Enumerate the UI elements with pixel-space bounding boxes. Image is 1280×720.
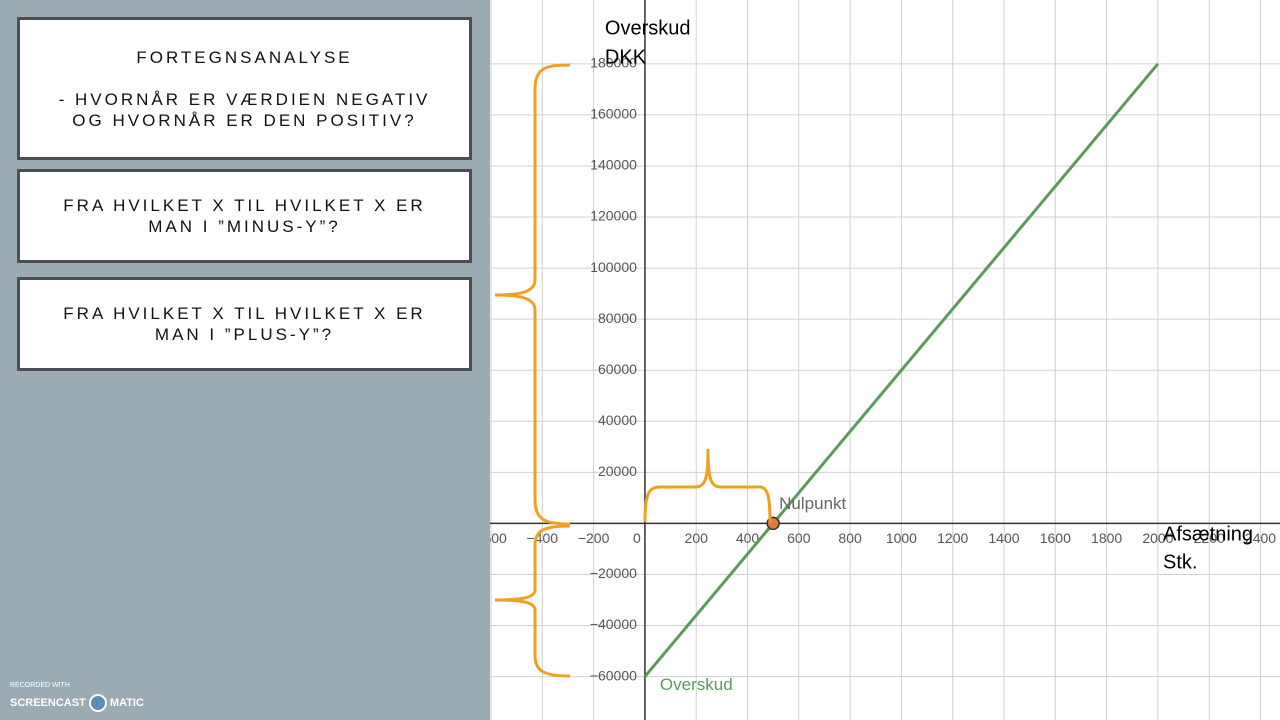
y-tick-label: 60000	[598, 361, 637, 377]
x-tick-label: 200	[685, 530, 709, 546]
x-tick-label: 800	[838, 530, 862, 546]
y-tick-label: 180000	[590, 55, 637, 71]
series-label: Overskud	[660, 675, 733, 694]
watermark: SCREENCAST MATIC	[10, 694, 144, 712]
x-tick-label: 1600	[1040, 530, 1071, 546]
brace	[494, 63, 571, 526]
x-tick-label: −400	[527, 530, 559, 546]
y-tick-label: 100000	[590, 259, 637, 275]
panel-line: MAN I ”PLUS-Y”?	[154, 325, 335, 344]
panel: FRA HVILKET X TIL HVILKET X ER MAN I ”MIN…	[17, 169, 472, 263]
panel-line: FRA HVILKET X TIL HVILKET X ER	[63, 304, 426, 323]
x-tick-label: −200	[578, 530, 610, 546]
y-tick-label: 80000	[598, 310, 637, 326]
watermark-right: MATIC	[109, 696, 144, 709]
x-tick-label: 1200	[937, 530, 968, 546]
x-tick-label: 2200	[1194, 530, 1225, 546]
zero-point-label: Nulpunkt	[779, 494, 846, 513]
x-tick-label: 2000	[1142, 530, 1173, 546]
x-tick-label: 600	[787, 530, 811, 546]
x-tick-label: 1000	[886, 530, 917, 546]
x-tick-label: 400	[736, 530, 760, 546]
brace	[494, 524, 571, 678]
panel: FRA HVILKET X TIL HVILKET X ER MAN I ”PLU…	[17, 277, 472, 371]
y-tick-label: −60000	[590, 667, 637, 683]
chart-background	[490, 0, 1280, 720]
y-axis-label: DKK	[605, 46, 647, 68]
y-tick-label: 40000	[598, 412, 637, 428]
y-tick-label: 20000	[598, 463, 637, 479]
watermark-left: SCREENCAST	[10, 696, 86, 709]
y-tick-label: −40000	[590, 616, 637, 632]
brace	[643, 448, 772, 523]
x-axis-label: Afsætning	[1163, 524, 1253, 546]
y-tick-label: 140000	[590, 157, 637, 173]
y-tick-label: 120000	[590, 208, 637, 224]
x-tick-label: −600	[490, 530, 507, 546]
x-tick-label: 2400	[1245, 530, 1276, 546]
panel-line: OG HVORNÅR ER DEN POSITIV?	[72, 110, 417, 130]
y-axis-label: Overskud	[605, 17, 691, 39]
panel-line: MAN I ”MINUS-Y”?	[148, 217, 341, 236]
slide-panel: FORTEGNSANALYSE - HVORNÅR ER VÆRDIEN NEGA…	[0, 0, 490, 720]
x-tick-label: 0	[633, 530, 641, 546]
chart: −600 −400 −200 0 200 400 600 800 1000 1200 1400 160…	[490, 0, 1280, 720]
panel: FORTEGNSANALYSE - HVORNÅR ER VÆRDIEN NEGA…	[17, 17, 472, 160]
panel-line: - HVORNÅR ER VÆRDIEN NEGATIV	[58, 89, 431, 109]
x-tick-label: 1800	[1091, 530, 1122, 546]
y-tick-label: −20000	[590, 565, 637, 581]
watermark-top: RECORDED WITH	[10, 682, 70, 689]
panel-line: FRA HVILKET X TIL HVILKET X ER	[63, 196, 426, 215]
x-axis-label: Stk.	[1163, 552, 1197, 574]
panel-line: FORTEGNSANALYSE	[136, 47, 353, 67]
x-tick-label: 1400	[988, 530, 1019, 546]
series-line	[643, 62, 1160, 678]
y-tick-label: 160000	[590, 106, 637, 122]
